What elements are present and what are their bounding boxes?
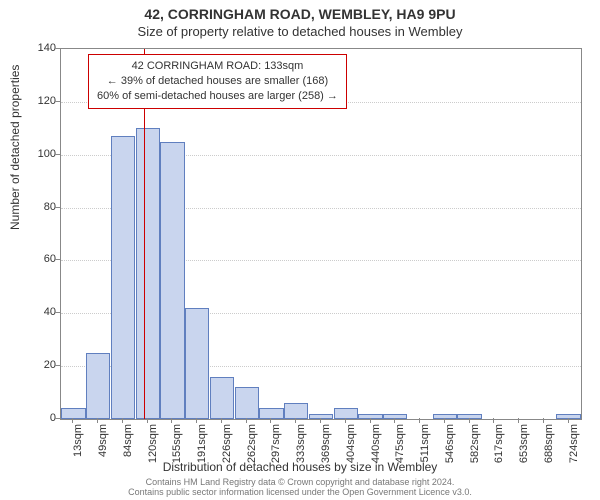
x-tick-mark bbox=[97, 418, 98, 423]
x-tick-mark bbox=[518, 418, 519, 423]
x-tick-mark bbox=[543, 418, 544, 423]
x-tick-mark bbox=[171, 418, 172, 423]
histogram-bar bbox=[284, 403, 308, 419]
y-tick-mark bbox=[55, 207, 60, 208]
x-tick-mark bbox=[394, 418, 395, 423]
y-axis-label: Number of detached properties bbox=[8, 65, 22, 230]
y-tick-mark bbox=[55, 48, 60, 49]
y-tick-label: 140 bbox=[38, 42, 56, 54]
chart-container: 42, CORRINGHAM ROAD, WEMBLEY, HA9 9PU Si… bbox=[0, 0, 600, 500]
x-tick-mark bbox=[295, 418, 296, 423]
x-tick-mark bbox=[444, 418, 445, 423]
annotation-line2: ← 39% of detached houses are smaller (16… bbox=[97, 74, 338, 89]
y-tick-mark bbox=[55, 418, 60, 419]
x-tick-mark bbox=[469, 418, 470, 423]
x-tick-mark bbox=[320, 418, 321, 423]
y-tick-mark bbox=[55, 101, 60, 102]
x-tick-mark bbox=[196, 418, 197, 423]
attribution: Contains HM Land Registry data © Crown c… bbox=[0, 478, 600, 498]
x-tick-mark bbox=[370, 418, 371, 423]
attribution-line2: Contains public sector information licen… bbox=[0, 488, 600, 498]
histogram-bar bbox=[433, 414, 457, 419]
x-tick-mark bbox=[568, 418, 569, 423]
y-tick-mark bbox=[55, 154, 60, 155]
histogram-bar bbox=[334, 408, 358, 419]
y-tick-mark bbox=[55, 365, 60, 366]
histogram-bar bbox=[210, 377, 234, 419]
x-tick-mark bbox=[147, 418, 148, 423]
annotation-line3: 60% of semi-detached houses are larger (… bbox=[97, 89, 338, 104]
histogram-bar bbox=[111, 136, 135, 419]
histogram-bar bbox=[457, 414, 481, 419]
chart-title: 42, CORRINGHAM ROAD, WEMBLEY, HA9 9PU bbox=[0, 0, 600, 22]
histogram-bar bbox=[235, 387, 259, 419]
x-tick-mark bbox=[345, 418, 346, 423]
histogram-bar bbox=[86, 353, 110, 419]
annotation-box: 42 CORRINGHAM ROAD: 133sqm ← 39% of deta… bbox=[88, 54, 347, 109]
x-tick-mark bbox=[246, 418, 247, 423]
y-tick-label: 120 bbox=[38, 95, 56, 107]
x-axis-label: Distribution of detached houses by size … bbox=[0, 460, 600, 474]
histogram-bar bbox=[136, 128, 160, 419]
x-tick-mark bbox=[270, 418, 271, 423]
y-tick-mark bbox=[55, 312, 60, 313]
histogram-bar bbox=[160, 142, 184, 420]
x-tick-mark bbox=[419, 418, 420, 423]
y-tick-label: 100 bbox=[38, 148, 56, 160]
x-tick-mark bbox=[221, 418, 222, 423]
chart-subtitle: Size of property relative to detached ho… bbox=[0, 22, 600, 39]
annotation-line1: 42 CORRINGHAM ROAD: 133sqm bbox=[97, 59, 338, 74]
x-tick-mark bbox=[493, 418, 494, 423]
histogram-bar bbox=[556, 414, 580, 419]
x-tick-mark bbox=[122, 418, 123, 423]
x-tick-mark bbox=[72, 418, 73, 423]
histogram-bar bbox=[185, 308, 209, 419]
y-tick-mark bbox=[55, 259, 60, 260]
